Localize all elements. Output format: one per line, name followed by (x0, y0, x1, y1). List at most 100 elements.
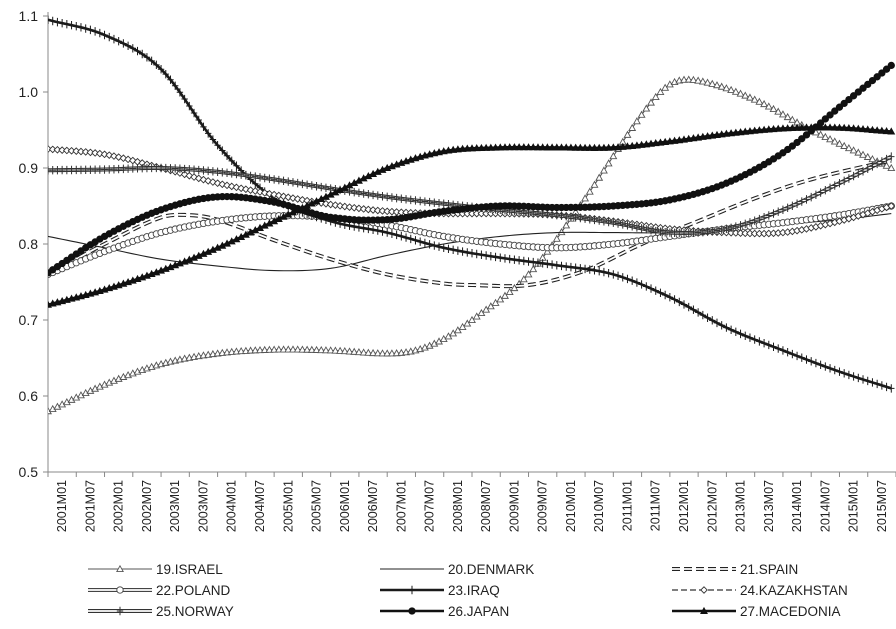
data-point-norway (888, 152, 895, 161)
data-point-israel (477, 308, 486, 317)
data-point-iraq (742, 331, 749, 341)
data-point-kazakhstan (58, 146, 66, 154)
data-point-iraq (685, 302, 692, 312)
data-point-norway (567, 212, 575, 222)
data-point-norway (793, 199, 801, 208)
data-point-kazakhstan (67, 146, 76, 155)
data-point-norway (322, 183, 330, 192)
data-point-iraq (388, 229, 396, 238)
y-tick-label: 0.7 (19, 312, 39, 328)
data-point-iraq (534, 258, 542, 267)
data-point-iraq (186, 101, 193, 111)
data-point-israel (552, 234, 561, 242)
data-point-kazakhstan (331, 201, 340, 210)
data-point-israel (510, 283, 519, 292)
data-point-israel (246, 346, 255, 354)
x-tick-label: 2004M01 (225, 480, 239, 532)
data-point-israel (713, 81, 721, 89)
data-point-japan (873, 73, 881, 81)
data-point-iraq (553, 261, 560, 270)
legend-label-spain: 21.SPAIN (740, 562, 798, 577)
data-point-kazakhstan (289, 194, 297, 202)
data-point-norway (285, 177, 292, 186)
data-point-iraq (803, 355, 810, 364)
data-point-japan (864, 80, 872, 89)
data-point-macedonia (533, 143, 542, 151)
x-tick-label: 2003M01 (168, 480, 182, 532)
data-point-japan (821, 115, 829, 123)
data-point-israel (519, 275, 528, 283)
data-point-macedonia (788, 123, 797, 132)
data-point-israel (840, 141, 849, 149)
data-point-kazakhstan (326, 200, 335, 209)
x-tick-label: 2009M07 (536, 480, 550, 532)
x-tick-label: 2013M07 (762, 480, 776, 532)
data-point-japan (849, 92, 858, 100)
data-point-iraq (596, 266, 603, 276)
data-point-israel (383, 349, 392, 357)
data-point-iraq (713, 318, 721, 328)
data-point-macedonia (501, 143, 509, 151)
data-point-iraq (770, 342, 777, 351)
data-point-israel (265, 345, 274, 353)
legend-marker-japan (408, 607, 416, 615)
data-point-iraq (845, 370, 853, 380)
data-point-norway (727, 223, 735, 232)
data-point-iraq (96, 28, 104, 38)
data-point-iraq (219, 146, 226, 155)
data-point-iraq (120, 39, 127, 48)
data-point-iraq (878, 381, 886, 390)
data-point-norway (440, 199, 447, 208)
data-point-norway (812, 190, 820, 200)
data-point-israel (237, 347, 246, 355)
data-point-macedonia (543, 143, 552, 151)
data-point-norway (836, 179, 843, 188)
data-point-iraq (732, 327, 740, 337)
x-tick-label: 2007M07 (423, 480, 437, 532)
data-point-iraq (360, 223, 367, 233)
data-point-iraq (836, 367, 843, 376)
data-point-kazakhstan (298, 195, 307, 204)
data-point-iraq (228, 156, 235, 166)
data-point-norway (704, 227, 711, 236)
data-point-iraq (822, 362, 829, 371)
data-point-norway (586, 215, 593, 224)
data-point-japan (798, 135, 806, 143)
data-point-iraq (888, 384, 895, 393)
data-point-norway (742, 219, 749, 229)
data-point-israel (632, 117, 641, 125)
data-point-iraq (176, 88, 184, 97)
data-point-iraq (431, 241, 438, 250)
data-point-japan (802, 131, 811, 139)
y-tick-label: 0.5 (19, 464, 39, 480)
x-tick-label: 2012M01 (677, 480, 691, 532)
y-tick-label: 0.8 (19, 236, 39, 252)
data-point-norway (826, 183, 834, 193)
data-point-norway (784, 203, 791, 213)
data-point-norway (412, 196, 419, 205)
data-point-iraq (482, 251, 490, 260)
legend-label-japan: 26.JAPAN (448, 604, 509, 619)
x-tick-label: 2011M01 (620, 480, 634, 531)
data-point-iraq (402, 233, 410, 242)
data-point-iraq (581, 264, 589, 274)
data-point-japan (887, 61, 895, 70)
data-point-iraq (563, 262, 570, 271)
data-point-norway (431, 198, 438, 207)
data-point-iraq (520, 256, 528, 266)
data-point-iraq (374, 226, 381, 235)
data-point-iraq (680, 300, 688, 309)
data-point-kazakhstan (176, 169, 184, 177)
data-point-norway (445, 200, 452, 209)
series-macedonia (48, 123, 896, 308)
data-point-israel (783, 112, 792, 121)
data-point-iraq (473, 249, 480, 259)
data-point-iraq (497, 253, 504, 262)
data-point-israel (590, 180, 599, 188)
data-point-norway (869, 162, 876, 171)
data-point-israel (251, 346, 260, 354)
data-point-iraq (223, 151, 231, 160)
data-point-israel (486, 302, 495, 310)
data-point-iraq (48, 15, 52, 24)
